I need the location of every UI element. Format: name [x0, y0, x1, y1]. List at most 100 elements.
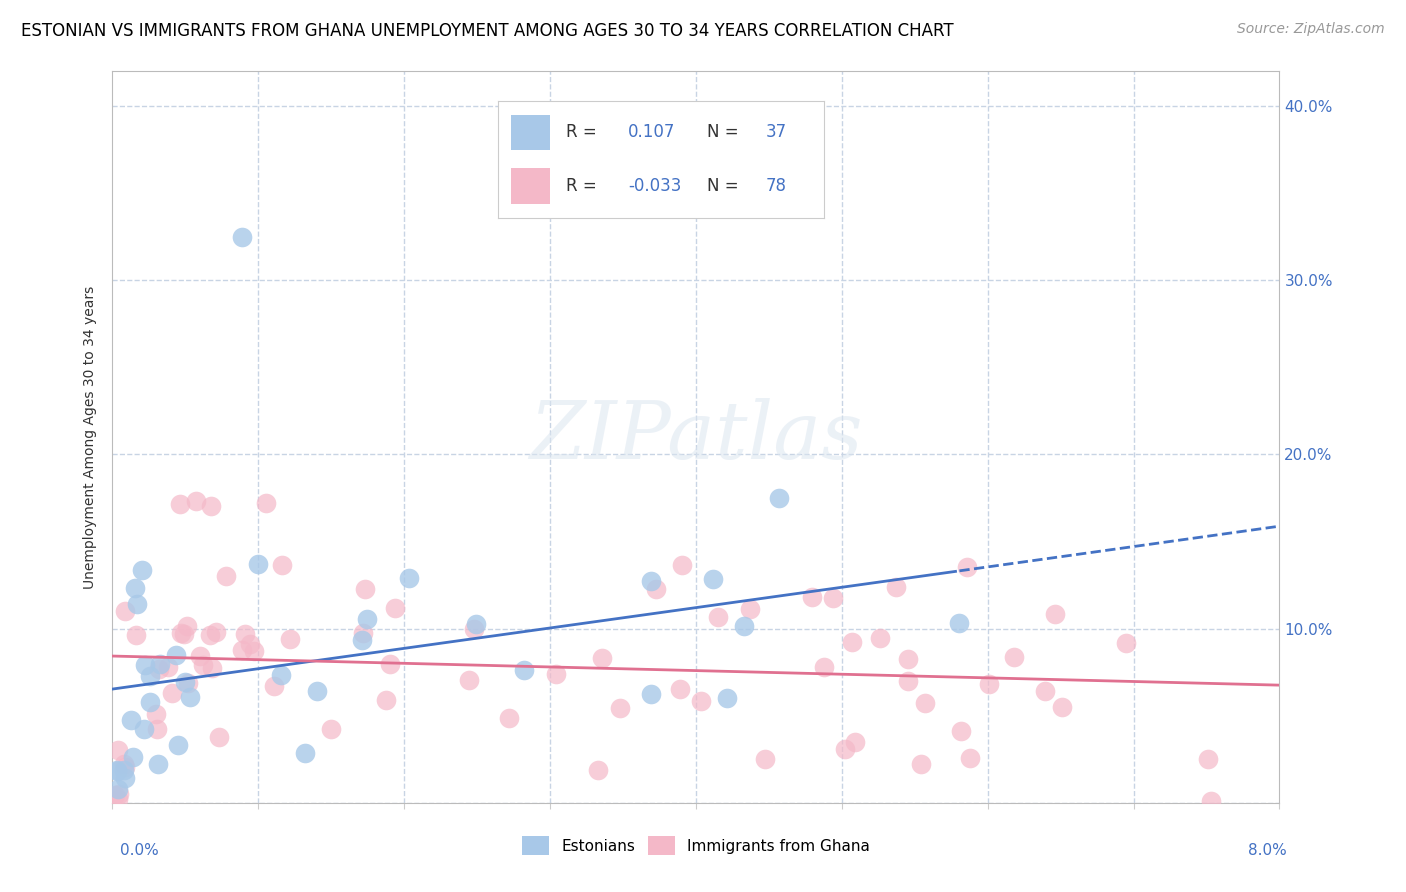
Point: [145, 706, 167, 721]
Point: [707, 610, 730, 624]
Point: [591, 651, 613, 665]
Y-axis label: Unemployment Among Ages 30 to 34 years: Unemployment Among Ages 30 to 34 years: [83, 285, 97, 589]
Point: [107, 743, 129, 757]
Point: [112, 763, 135, 777]
Point: [176, 619, 198, 633]
Point: [107, 792, 129, 806]
Point: [231, 643, 253, 657]
Text: 0.0%: 0.0%: [120, 843, 159, 858]
Point: [1050, 699, 1073, 714]
Point: [398, 571, 420, 585]
Point: [380, 657, 402, 671]
Point: [823, 591, 845, 606]
Point: [114, 605, 136, 619]
Point: [200, 499, 222, 513]
Point: [354, 582, 377, 597]
Point: [215, 568, 238, 582]
Point: [233, 627, 256, 641]
Point: [124, 581, 146, 595]
Point: [463, 622, 485, 636]
Point: [356, 612, 378, 626]
Point: [754, 752, 776, 766]
Point: [105, 763, 128, 777]
Point: [156, 660, 179, 674]
Point: [231, 229, 253, 244]
Point: [243, 643, 266, 657]
Point: [841, 635, 863, 649]
Point: [950, 724, 973, 739]
Point: [186, 494, 208, 508]
Point: [208, 730, 231, 744]
Point: [270, 668, 292, 682]
Point: [120, 713, 142, 727]
Point: [352, 626, 374, 640]
Point: [813, 660, 835, 674]
Point: [112, 756, 135, 771]
Point: [139, 669, 162, 683]
Point: [174, 675, 197, 690]
Point: [319, 722, 342, 736]
Point: [270, 558, 292, 572]
Point: [844, 735, 866, 749]
Point: [897, 674, 920, 689]
Point: [457, 673, 479, 687]
Point: [114, 771, 136, 785]
Point: [586, 763, 609, 777]
Point: [107, 781, 129, 796]
Text: Source: ZipAtlas.com: Source: ZipAtlas.com: [1237, 22, 1385, 37]
Point: [280, 632, 302, 647]
Point: [897, 652, 920, 666]
Point: [121, 749, 143, 764]
Point: [239, 637, 262, 651]
Point: [134, 658, 156, 673]
Point: [465, 617, 488, 632]
Point: [801, 590, 824, 604]
Point: [105, 764, 128, 778]
Point: [173, 627, 195, 641]
Point: [131, 563, 153, 577]
Point: [768, 491, 790, 505]
Point: [294, 746, 316, 760]
Point: [671, 558, 693, 573]
Point: [869, 631, 891, 645]
Point: [169, 626, 191, 640]
Legend: Estonians, Immigrants from Ghana: Estonians, Immigrants from Ghana: [516, 830, 876, 861]
Point: [640, 687, 662, 701]
Point: [1115, 636, 1137, 650]
Point: [669, 681, 692, 696]
Text: 8.0%: 8.0%: [1247, 843, 1286, 858]
Point: [247, 558, 270, 572]
Point: [498, 711, 520, 725]
Point: [740, 602, 762, 616]
Point: [177, 675, 200, 690]
Point: [884, 580, 907, 594]
Point: [910, 757, 932, 772]
Point: [108, 787, 131, 801]
Point: [198, 627, 221, 641]
Point: [160, 686, 183, 700]
Point: [188, 649, 211, 664]
Point: [149, 657, 172, 671]
Point: [1033, 684, 1056, 698]
Point: [125, 628, 148, 642]
Point: [384, 600, 406, 615]
Point: [689, 693, 711, 707]
Point: [148, 662, 170, 676]
Point: [979, 677, 1001, 691]
Point: [1197, 752, 1219, 766]
Point: [179, 690, 201, 705]
Point: [956, 560, 979, 574]
Point: [733, 618, 755, 632]
Point: [125, 597, 148, 611]
Point: [1043, 607, 1066, 621]
Point: [716, 691, 738, 706]
Point: [138, 695, 160, 709]
Point: [146, 722, 169, 736]
Point: [609, 701, 631, 715]
Point: [148, 756, 170, 771]
Point: [914, 696, 936, 710]
Point: [834, 742, 856, 756]
Point: [165, 648, 187, 663]
Point: [167, 738, 190, 752]
Point: [132, 723, 155, 737]
